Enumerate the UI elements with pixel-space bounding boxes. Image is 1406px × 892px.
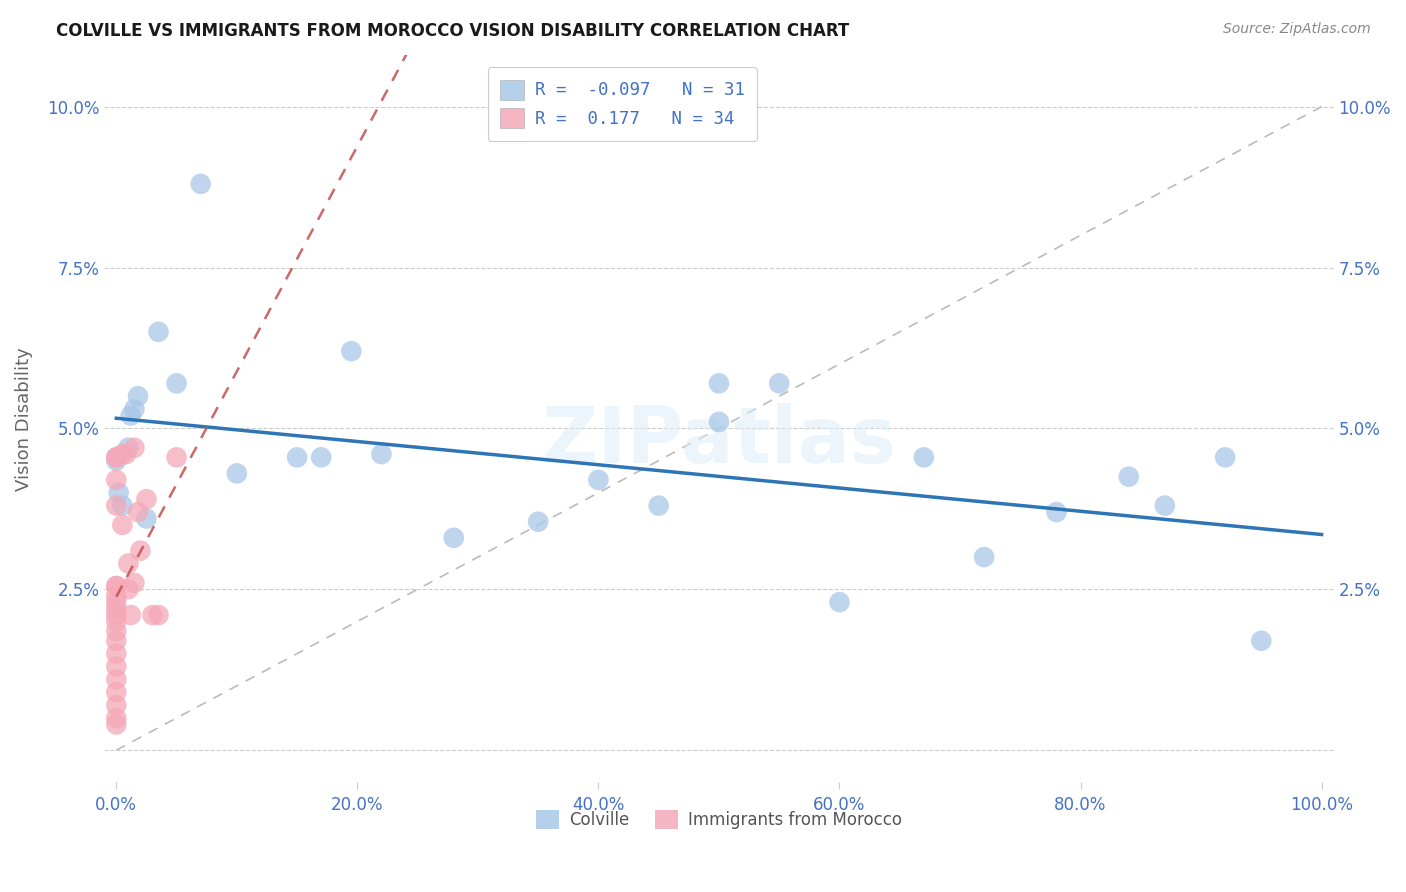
- Point: [1250, 633, 1272, 648]
- Point: [190, 177, 212, 191]
- Point: [148, 607, 170, 622]
- Point: [105, 589, 128, 603]
- Point: [120, 409, 142, 423]
- Point: [105, 647, 128, 661]
- Point: [135, 492, 157, 507]
- Text: ZIPatlas: ZIPatlas: [541, 402, 897, 479]
- Point: [117, 441, 139, 455]
- Point: [647, 499, 669, 513]
- Text: COLVILLE VS IMMIGRANTS FROM MOROCCO VISION DISABILITY CORRELATION CHART: COLVILLE VS IMMIGRANTS FROM MOROCCO VISI…: [56, 22, 849, 40]
- Point: [105, 450, 128, 465]
- Point: [127, 389, 149, 403]
- Point: [124, 441, 146, 455]
- Point: [309, 450, 332, 465]
- Point: [225, 467, 247, 481]
- Point: [124, 402, 146, 417]
- Point: [129, 543, 152, 558]
- Point: [166, 450, 188, 465]
- Point: [105, 579, 128, 593]
- Point: [973, 550, 995, 565]
- Point: [105, 633, 128, 648]
- Point: [105, 698, 128, 712]
- Point: [1154, 499, 1177, 513]
- Point: [105, 624, 128, 639]
- Point: [588, 473, 610, 487]
- Point: [1213, 450, 1236, 465]
- Point: [707, 415, 730, 429]
- Point: [370, 447, 392, 461]
- Point: [105, 717, 128, 731]
- Point: [127, 505, 149, 519]
- Point: [105, 450, 128, 465]
- Point: [105, 607, 128, 622]
- Point: [105, 711, 128, 725]
- Point: [340, 344, 363, 359]
- Point: [768, 376, 790, 391]
- Point: [105, 579, 128, 593]
- Point: [124, 575, 146, 590]
- Point: [115, 447, 138, 461]
- Point: [148, 325, 170, 339]
- Point: [105, 453, 128, 467]
- Text: Source: ZipAtlas.com: Source: ZipAtlas.com: [1223, 22, 1371, 37]
- Point: [166, 376, 188, 391]
- Y-axis label: Vision Disability: Vision Disability: [15, 347, 32, 491]
- Point: [707, 376, 730, 391]
- Point: [105, 615, 128, 629]
- Point: [141, 607, 163, 622]
- Point: [1118, 469, 1140, 483]
- Point: [912, 450, 935, 465]
- Point: [105, 473, 128, 487]
- Legend: Colville, Immigrants from Morocco: Colville, Immigrants from Morocco: [529, 804, 908, 836]
- Point: [105, 659, 128, 673]
- Point: [828, 595, 851, 609]
- Point: [111, 517, 134, 532]
- Point: [117, 557, 139, 571]
- Point: [105, 673, 128, 687]
- Point: [120, 607, 142, 622]
- Point: [105, 499, 128, 513]
- Point: [111, 447, 134, 461]
- Point: [105, 601, 128, 615]
- Point: [105, 595, 128, 609]
- Point: [107, 485, 129, 500]
- Point: [117, 582, 139, 597]
- Point: [1045, 505, 1067, 519]
- Point: [285, 450, 308, 465]
- Point: [443, 531, 465, 545]
- Point: [111, 499, 134, 513]
- Point: [105, 685, 128, 699]
- Point: [527, 515, 550, 529]
- Point: [135, 511, 157, 525]
